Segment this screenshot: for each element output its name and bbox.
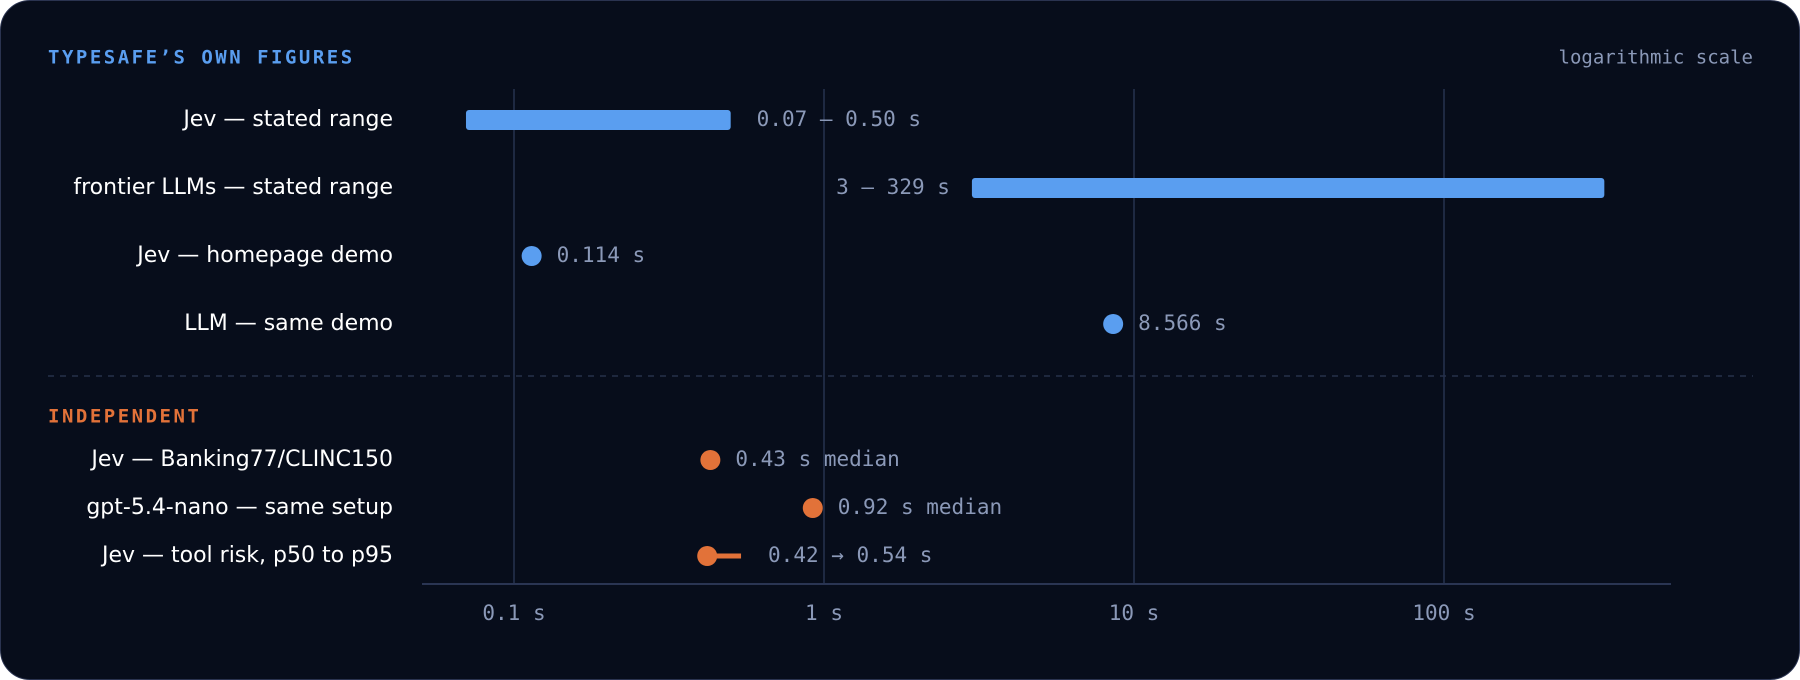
- g0-row0-annotation: 0.07 – 0.50 s: [757, 107, 921, 131]
- g1-row1-annotation: 0.92 s median: [838, 495, 1002, 519]
- g1-row1-point: [802, 498, 823, 518]
- g1-row2-annotation: 0.42 → 0.54 s: [768, 543, 932, 567]
- g0-row0-range-bar: [465, 110, 731, 130]
- g0-row3-label: LLM — same demo: [184, 311, 393, 336]
- g0-row0-label: Jev — stated range: [181, 107, 393, 132]
- g1-row1-label: gpt-5.4-nano — same setup: [86, 495, 393, 520]
- g1-row2-point: [697, 546, 718, 566]
- group-title-0: TYPESAFE’S OWN FIGURES: [48, 47, 355, 69]
- tick-label-3: 100 s: [1412, 601, 1475, 625]
- g1-row2-label: Jev — tool risk, p50 to p95: [100, 543, 393, 568]
- g0-row2-label: Jev — homepage demo: [135, 243, 393, 268]
- g0-row2-annotation: 0.114 s: [557, 243, 646, 267]
- g0-row3-point: [1103, 314, 1124, 334]
- scale-label: logarithmic scale: [1559, 47, 1753, 69]
- g1-row0-annotation: 0.43 s median: [735, 447, 899, 471]
- tick-label-1: 1 s: [805, 601, 843, 625]
- tick-label-2: 10 s: [1109, 601, 1160, 625]
- g0-row1-label: frontier LLMs — stated range: [73, 175, 393, 200]
- g1-row0-point: [700, 450, 721, 470]
- tick-label-0: 0.1 s: [482, 601, 545, 625]
- g0-row2-point: [521, 246, 542, 266]
- g0-row3-annotation: 8.566 s: [1138, 311, 1227, 335]
- g0-row1-range-bar: [971, 178, 1605, 198]
- g1-row0-label: Jev — Banking77/CLINC150: [89, 447, 393, 472]
- g0-row1-annotation: 3 – 329 s: [836, 175, 950, 199]
- group-title-1: INDEPENDENT: [48, 406, 201, 428]
